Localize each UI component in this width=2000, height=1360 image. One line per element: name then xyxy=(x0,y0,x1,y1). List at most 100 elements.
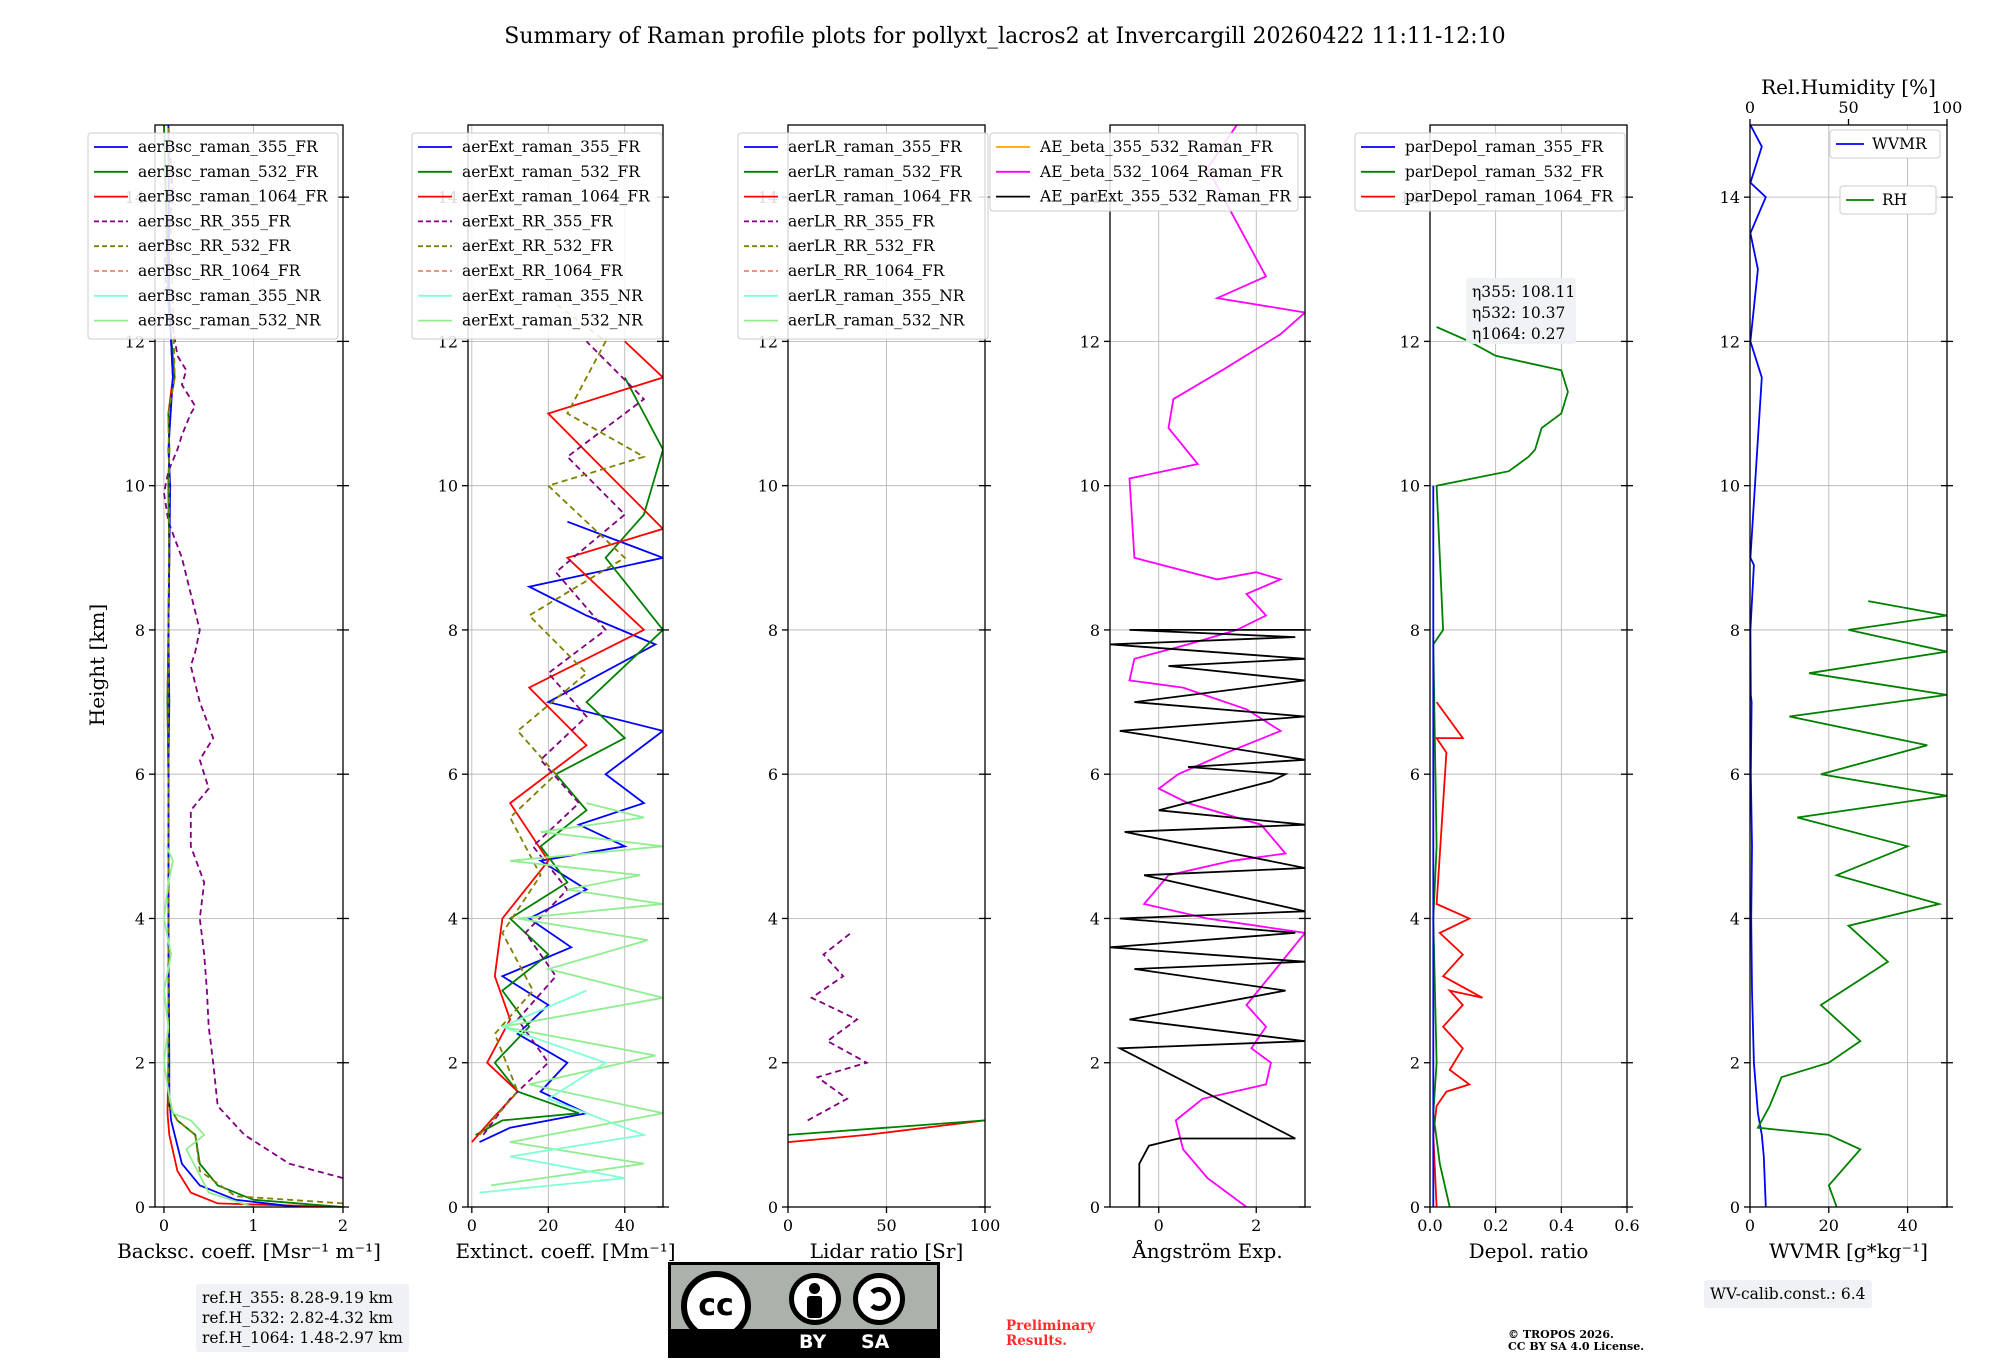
y-tick-label: 8 xyxy=(448,621,458,640)
badge-sa-label: SA xyxy=(861,1331,890,1353)
preliminary-line-2: Results. xyxy=(1006,1333,1067,1349)
ref-height-532: ref.H_532: 2.82-4.32 km xyxy=(202,1309,393,1327)
legend-box xyxy=(411,132,663,340)
series-line-wvmr xyxy=(1750,125,1767,1207)
legend-entry: aerLR_raman_532_NR xyxy=(788,312,966,330)
y-tick-label: 4 xyxy=(1410,909,1420,928)
x-tick-label: 2 xyxy=(1251,1216,1261,1235)
eta-annotation-line: η355: 108.11 xyxy=(1472,283,1575,301)
y-tick-label: 10 xyxy=(1080,477,1100,496)
figure-title: Summary of Raman profile plots for polly… xyxy=(504,24,1505,49)
legend-entry: aerExt_raman_1064_FR xyxy=(462,188,651,206)
y-tick-label: 0 xyxy=(1410,1198,1420,1217)
copyright-note: © TROPOS 2026. CC BY SA 4.0 License. xyxy=(1508,1329,1644,1353)
legend-entry: aerLR_raman_355_FR xyxy=(788,138,963,156)
series-line-aerext-raman-532-fr xyxy=(475,377,663,1136)
y-tick-label: 10 xyxy=(758,477,778,496)
series-line-aerext-raman-355-nr xyxy=(479,989,648,1194)
series-line-aerext-raman-1064-fr xyxy=(471,340,663,1143)
plot-frame xyxy=(467,124,664,1208)
ref-height-355: ref.H_355: 8.28-9.19 km xyxy=(202,1289,393,1307)
x-tick-label: 1 xyxy=(248,1216,258,1235)
badge-by-label: BY xyxy=(799,1331,827,1353)
legend-entry: AE_beta_355_532_Raman_FR xyxy=(1039,138,1274,156)
series-line-aerlr-raman-1064-fr xyxy=(788,1119,985,1143)
y-tick-label: 2 xyxy=(1090,1054,1100,1073)
y-tick-label: 2 xyxy=(448,1054,458,1073)
legend-entry: aerLR_raman_532_FR xyxy=(788,163,963,181)
x-axis-label: Depol. ratio xyxy=(1469,1239,1589,1263)
x-tick-label: 20 xyxy=(1819,1216,1839,1235)
y-tick-label: 10 xyxy=(1400,477,1420,496)
series-group xyxy=(163,125,343,1207)
plot-frame xyxy=(1109,124,1306,1208)
series-line-aerext-rr-355-fr xyxy=(482,340,646,1136)
y-tick-label: 4 xyxy=(135,909,145,928)
series-line-aerbsc-rr-355-fr xyxy=(163,125,343,1179)
series-line-rh xyxy=(1756,600,1947,1207)
legend-box xyxy=(989,132,1299,212)
y-tick-label: 10 xyxy=(125,477,145,496)
wv-calibration-box: WV-calib.const.: 6.4 xyxy=(1704,1280,1872,1308)
y-tick-label: 8 xyxy=(1410,621,1420,640)
eta-annotation-line: η532: 10.37 xyxy=(1472,304,1565,322)
copyright-line-2: CC BY SA 4.0 License. xyxy=(1508,1340,1645,1353)
y-tick-label: 4 xyxy=(1730,909,1740,928)
y-tick-label: 8 xyxy=(768,621,778,640)
top-tick-label: 100 xyxy=(1932,98,1963,117)
x-tick-label: 0.0 xyxy=(1417,1216,1442,1235)
cc-by-sa-badge: cc BY SA xyxy=(668,1262,940,1358)
top-tick-label: 0 xyxy=(1745,98,1755,117)
y-axis-label: Height [km] xyxy=(85,604,109,726)
cc-logo-text: cc xyxy=(698,1288,734,1323)
y-tick-label: 0 xyxy=(1090,1198,1100,1217)
series-group xyxy=(1432,326,1569,1207)
y-tick-label: 2 xyxy=(768,1054,778,1073)
y-tick-label: 0 xyxy=(768,1198,778,1217)
y-tick-label: 6 xyxy=(448,765,458,784)
x-tick-label: 40 xyxy=(1897,1216,1917,1235)
attribution-person-icon xyxy=(789,1273,841,1325)
legend-entry: aerBsc_RR_532_FR xyxy=(138,237,292,255)
x-axis-label: Lidar ratio [Sr] xyxy=(810,1239,964,1263)
legend-entry: aerExt_RR_532_FR xyxy=(462,237,614,255)
legend-entry: aerLR_RR_355_FR xyxy=(788,212,936,230)
eta-annotation-box xyxy=(1466,278,1576,344)
y-tick-label: 0 xyxy=(135,1198,145,1217)
y-tick-label: 6 xyxy=(135,765,145,784)
legend-entry: aerExt_raman_355_FR xyxy=(462,138,641,156)
legend-entry: aerExt_RR_1064_FR xyxy=(462,262,624,280)
legend-entry: aerLR_RR_532_FR xyxy=(788,237,936,255)
legend-entry: parDepol_raman_355_FR xyxy=(1405,138,1605,156)
ref-height-1064: ref.H_1064: 1.48-2.97 km xyxy=(202,1329,403,1347)
series-group xyxy=(471,297,663,1194)
x-tick-label: 0 xyxy=(467,1216,477,1235)
series-line-ae-beta-532-1064-raman-fr xyxy=(1128,125,1305,1207)
series-line-aerbsc-raman-355-fr xyxy=(167,125,299,1207)
legend-entry: aerBsc_raman_1064_FR xyxy=(138,188,329,206)
y-tick-label: 4 xyxy=(448,909,458,928)
legend-entry: aerBsc_RR_355_FR xyxy=(138,212,292,230)
legend-entry: aerBsc_raman_355_FR xyxy=(138,138,319,156)
x-tick-label: 50 xyxy=(876,1216,896,1235)
x-tick-label: 0.4 xyxy=(1549,1216,1574,1235)
panel-1: 01202468101214Backsc. coeff. [Msr⁻¹ m⁻¹]… xyxy=(87,124,381,1263)
x-tick-label: 20 xyxy=(538,1216,558,1235)
legend-entry: parDepol_raman_1064_FR xyxy=(1405,188,1614,206)
y-tick-label: 6 xyxy=(1730,765,1740,784)
legend-entry: aerBsc_raman_532_NR xyxy=(138,312,322,330)
preliminary-results-note: Preliminary Results. xyxy=(1006,1319,1095,1349)
panel-6: 0 20 40 0 2 4 6 8 10 12 14 WVMR [g*kg⁻¹] 0 50 100Rel.H… xyxy=(1720,75,1963,1263)
top-tick-label: 50 xyxy=(1838,98,1858,117)
x-tick-label: 0 xyxy=(159,1216,169,1235)
badge-label-strip: BY SA xyxy=(671,1329,937,1355)
reference-heights-box: ref.H_355: 8.28-9.19 km ref.H_532: 2.82-… xyxy=(196,1284,409,1352)
x-axis-label: Ångström Exp. xyxy=(1131,1238,1282,1263)
x-axis-label: WVMR [g*kg⁻¹] xyxy=(1769,1239,1928,1263)
legend-entry: aerExt_raman_532_FR xyxy=(462,163,641,181)
top-axis-label: Rel.Humidity [%] xyxy=(1761,75,1936,99)
eta-annotation-line: η1064: 0.27 xyxy=(1472,325,1565,343)
x-tick-label: 0.6 xyxy=(1614,1216,1639,1235)
panel-4: 0202468101214Ångström Exp.AE_beta_355_53… xyxy=(989,124,1311,1263)
